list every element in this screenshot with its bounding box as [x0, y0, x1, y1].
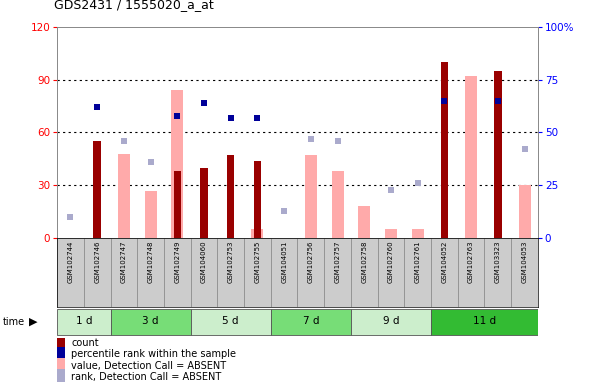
FancyBboxPatch shape	[57, 238, 84, 307]
Bar	[358, 207, 370, 238]
Text: GSM102747: GSM102747	[121, 241, 127, 283]
Bar	[118, 154, 130, 238]
Bar	[174, 171, 181, 238]
Bar	[145, 190, 157, 238]
FancyBboxPatch shape	[271, 238, 297, 307]
Text: GSM102757: GSM102757	[335, 241, 341, 283]
Text: GSM104051: GSM104051	[281, 241, 287, 283]
Bar	[171, 90, 183, 238]
FancyBboxPatch shape	[351, 309, 431, 334]
Text: GDS2431 / 1555020_a_at: GDS2431 / 1555020_a_at	[54, 0, 214, 12]
Text: GSM102761: GSM102761	[415, 241, 421, 283]
FancyBboxPatch shape	[84, 238, 111, 307]
Bar	[465, 76, 477, 238]
Bar	[200, 168, 208, 238]
Text: GSM102753: GSM102753	[228, 241, 234, 283]
Text: percentile rank within the sample: percentile rank within the sample	[71, 349, 236, 359]
Text: ▶: ▶	[29, 316, 37, 327]
Text: GSM102749: GSM102749	[174, 241, 180, 283]
Text: rank, Detection Call = ABSENT: rank, Detection Call = ABSENT	[71, 372, 221, 382]
FancyBboxPatch shape	[137, 238, 164, 307]
FancyBboxPatch shape	[351, 238, 377, 307]
Bar	[305, 156, 317, 238]
FancyBboxPatch shape	[484, 238, 511, 307]
Text: GSM102746: GSM102746	[94, 241, 100, 283]
Bar	[251, 229, 263, 238]
FancyBboxPatch shape	[218, 238, 244, 307]
Bar	[494, 71, 502, 238]
Text: GSM104052: GSM104052	[441, 241, 447, 283]
Text: value, Detection Call = ABSENT: value, Detection Call = ABSENT	[71, 361, 226, 371]
Bar	[56, 347, 66, 362]
Bar	[519, 185, 531, 238]
Text: GSM102755: GSM102755	[254, 241, 260, 283]
Text: count: count	[71, 338, 99, 348]
FancyBboxPatch shape	[57, 309, 111, 334]
Text: GSM102748: GSM102748	[148, 241, 154, 283]
Text: GSM102760: GSM102760	[388, 241, 394, 283]
Bar	[56, 369, 66, 384]
Text: 3 d: 3 d	[142, 316, 159, 326]
Bar	[254, 161, 261, 238]
FancyBboxPatch shape	[377, 238, 404, 307]
Text: 11 d: 11 d	[473, 316, 496, 326]
Bar	[56, 336, 66, 351]
FancyBboxPatch shape	[404, 238, 431, 307]
FancyBboxPatch shape	[191, 238, 218, 307]
Bar	[412, 229, 424, 238]
Bar	[385, 229, 397, 238]
FancyBboxPatch shape	[324, 238, 351, 307]
Text: GSM103323: GSM103323	[495, 241, 501, 283]
FancyBboxPatch shape	[297, 238, 324, 307]
Text: GSM102744: GSM102744	[67, 241, 73, 283]
Bar	[56, 358, 66, 373]
Bar	[227, 156, 234, 238]
Text: time: time	[3, 316, 25, 327]
FancyBboxPatch shape	[511, 238, 538, 307]
FancyBboxPatch shape	[111, 309, 191, 334]
FancyBboxPatch shape	[244, 238, 271, 307]
Text: GSM102756: GSM102756	[308, 241, 314, 283]
Text: 9 d: 9 d	[383, 316, 399, 326]
Bar	[93, 141, 101, 238]
Text: 1 d: 1 d	[76, 316, 92, 326]
FancyBboxPatch shape	[431, 309, 538, 334]
Text: GSM102763: GSM102763	[468, 241, 474, 283]
FancyBboxPatch shape	[431, 238, 458, 307]
Text: GSM104060: GSM104060	[201, 241, 207, 283]
FancyBboxPatch shape	[164, 238, 191, 307]
Text: GSM102758: GSM102758	[361, 241, 367, 283]
Text: 7 d: 7 d	[302, 316, 319, 326]
FancyBboxPatch shape	[191, 309, 271, 334]
Text: 5 d: 5 d	[222, 316, 239, 326]
FancyBboxPatch shape	[271, 309, 351, 334]
Bar	[441, 62, 448, 238]
Text: GSM104053: GSM104053	[522, 241, 528, 283]
FancyBboxPatch shape	[111, 238, 137, 307]
Bar	[332, 171, 344, 238]
FancyBboxPatch shape	[458, 238, 484, 307]
